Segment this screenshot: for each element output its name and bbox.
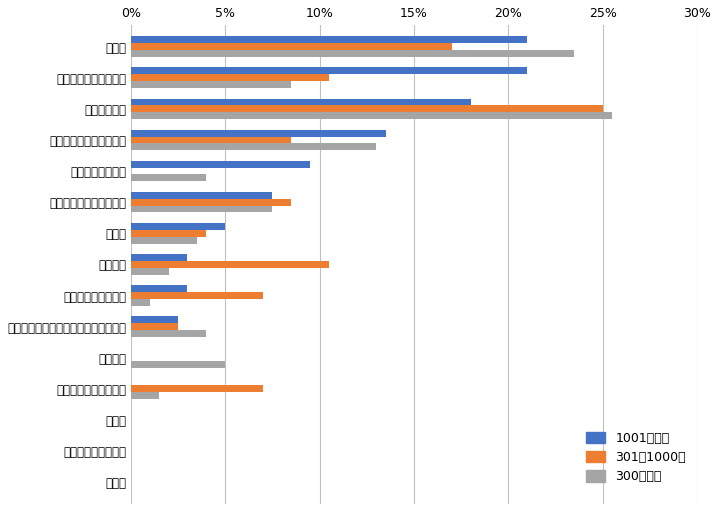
Bar [131, 385, 263, 392]
Bar [131, 36, 527, 43]
Bar [131, 292, 263, 299]
Bar [131, 268, 169, 275]
Bar [131, 74, 329, 81]
Bar [131, 136, 292, 144]
Bar [131, 199, 292, 205]
Bar [131, 330, 206, 337]
Bar [131, 50, 574, 57]
Bar [131, 105, 602, 112]
Bar [131, 192, 272, 199]
Bar [131, 230, 206, 237]
Bar [131, 223, 225, 230]
Bar [131, 161, 310, 168]
Bar [131, 43, 452, 50]
Bar [131, 81, 292, 88]
Bar [131, 323, 178, 330]
Bar [131, 361, 225, 368]
Legend: 1001名以上, 301～1000名, 300名以下: 1001名以上, 301～1000名, 300名以下 [582, 427, 691, 488]
Bar [131, 67, 527, 74]
Bar [131, 316, 178, 323]
Bar [131, 392, 159, 399]
Bar [131, 254, 187, 261]
Bar [131, 299, 149, 306]
Bar [131, 205, 272, 213]
Bar [131, 112, 612, 119]
Bar [131, 174, 206, 181]
Bar [131, 237, 197, 244]
Bar [131, 261, 329, 268]
Bar [131, 285, 187, 292]
Bar [131, 130, 386, 136]
Bar [131, 99, 470, 105]
Bar [131, 144, 376, 150]
